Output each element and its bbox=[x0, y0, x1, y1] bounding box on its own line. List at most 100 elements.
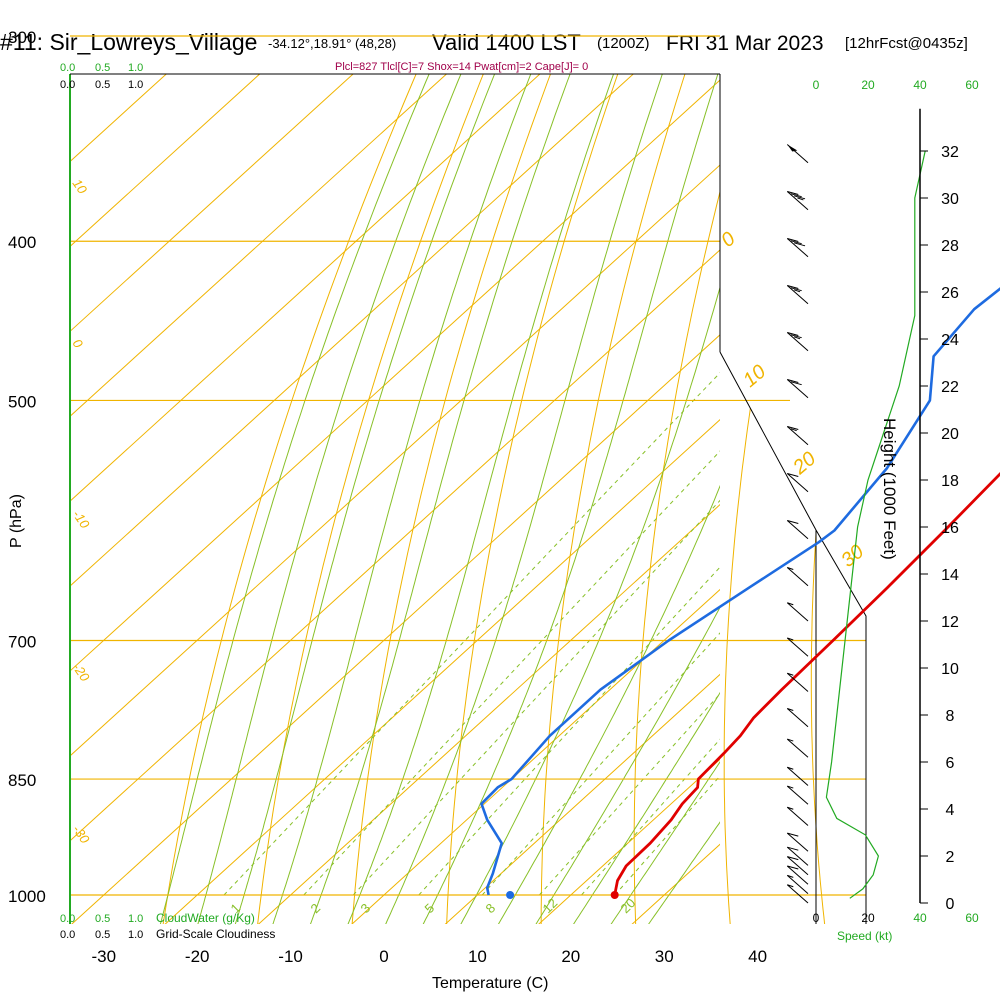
wind-barb-staff bbox=[786, 832, 809, 852]
cloudwater-bottom-0: 0.0 bbox=[60, 913, 75, 925]
cloudiness-bottom-0: 0.0 bbox=[60, 929, 75, 941]
isotherm-label: 0 bbox=[70, 336, 87, 351]
wind-barb bbox=[786, 285, 809, 305]
wind-barb-flag bbox=[790, 334, 802, 339]
temperature-tick-label: -10 bbox=[278, 947, 303, 966]
wind-barb-half-flag bbox=[787, 738, 794, 742]
wind-barb-staff bbox=[786, 806, 809, 826]
zulu-time: (1200Z) bbox=[597, 35, 650, 52]
wind-barb bbox=[786, 672, 809, 692]
mixing-ratio-label: 2 bbox=[308, 900, 324, 916]
wind-barb-staff bbox=[786, 856, 809, 876]
wind-barb bbox=[786, 832, 809, 852]
height-tick-label: 12 bbox=[941, 614, 959, 631]
wind-barb-flag bbox=[787, 238, 799, 243]
height-tick-label: 16 bbox=[941, 520, 959, 537]
pressure-tick-label: 400 bbox=[8, 233, 36, 252]
moist-adiabat-line bbox=[159, 74, 430, 924]
temperature-tick-label: -30 bbox=[92, 947, 117, 966]
dewpoint-line bbox=[480, 287, 1000, 896]
wind-barb bbox=[786, 708, 809, 728]
mixing-ratio-line bbox=[539, 693, 720, 896]
wind-barb-flag bbox=[787, 846, 799, 851]
height-tick-label: 32 bbox=[941, 144, 959, 161]
cloudwater-top-0: 0.0 bbox=[60, 62, 75, 74]
pressure-tick-label: 700 bbox=[8, 633, 36, 652]
wind-barb-staff bbox=[786, 846, 809, 866]
wind-barb bbox=[786, 738, 809, 758]
wind-barb-staff bbox=[786, 238, 809, 258]
moist-adiabat-line bbox=[497, 484, 720, 924]
wind-barb bbox=[786, 602, 809, 622]
temperature-tick-label: 0 bbox=[379, 947, 388, 966]
height-axis-title: Height (1000 Feet) bbox=[880, 418, 899, 560]
height-tick-label: 18 bbox=[941, 473, 959, 490]
isotherm-line bbox=[444, 673, 720, 924]
wind-barb-flag bbox=[787, 865, 799, 870]
wind-barb-flag bbox=[790, 287, 802, 292]
y-axis-title: P (hPa) bbox=[8, 494, 25, 548]
sounding-indices: Plcl=827 Tlcl[C]=7 Shox=14 Pwat[cm]=2 Ca… bbox=[335, 61, 588, 73]
isotherm-line bbox=[538, 758, 720, 924]
dry-adiabat-line bbox=[633, 74, 817, 924]
isotherm-line bbox=[70, 74, 541, 502]
speed-axis-top: 0 20 40 60 bbox=[813, 78, 979, 92]
mixing-ratio-line bbox=[418, 566, 720, 896]
x-axis-title: Temperature (C) bbox=[432, 975, 548, 992]
wind-barb-half-flag bbox=[787, 602, 794, 606]
height-panel-outline bbox=[719, 351, 867, 924]
isotherm-line bbox=[70, 164, 720, 757]
forecast-info: [12hrFcst@0435z] bbox=[845, 35, 968, 52]
cloudiness-bottom-1: 0.5 bbox=[95, 929, 110, 941]
height-tick-label: 8 bbox=[946, 708, 955, 725]
isotherm-line bbox=[71, 334, 720, 924]
pressure-axis-ticks: 2503004005007008501000 bbox=[8, 28, 46, 906]
surface-dewpoint-marker bbox=[506, 891, 515, 899]
wind-barb-flag bbox=[787, 426, 799, 431]
wind-barb bbox=[786, 238, 809, 258]
cloudwater-top-2: 1.0 bbox=[128, 62, 143, 74]
height-tick-label: 10 bbox=[941, 661, 959, 678]
wind-barb bbox=[786, 856, 809, 876]
isotherm-line bbox=[70, 74, 635, 587]
wind-barb-staff bbox=[786, 865, 809, 885]
mixing-ratio-line bbox=[581, 738, 720, 896]
wind-barb-flag bbox=[787, 832, 799, 837]
wind-barb-half-flag bbox=[787, 708, 794, 712]
moist-adiabat-line bbox=[272, 74, 532, 924]
cloudwater-bottom-2: 1.0 bbox=[128, 913, 143, 925]
isotherm-line bbox=[351, 588, 720, 924]
wind-barb-staff bbox=[786, 567, 809, 587]
wind-barb-staff bbox=[786, 738, 809, 758]
isotherm-lines bbox=[70, 74, 720, 924]
cloudiness-top-1: 0.5 bbox=[95, 79, 110, 91]
cloudiness-top-2: 1.0 bbox=[128, 79, 143, 91]
wind-barb bbox=[786, 567, 809, 587]
wind-barb-staff bbox=[786, 766, 809, 786]
speed-tick-label-top: 60 bbox=[965, 78, 979, 92]
wind-barb bbox=[786, 191, 809, 211]
isotherm-line bbox=[70, 79, 720, 672]
wind-barb-staff bbox=[786, 285, 809, 305]
cloudwater-label: CloudWater (g/Kg) bbox=[156, 911, 255, 925]
wind-barb-half-flag bbox=[797, 197, 804, 201]
speed-tick-label-top: 0 bbox=[813, 78, 820, 92]
temperature-axis-ticks: -30 -20 -10 0 10 20 30 40 bbox=[92, 947, 768, 966]
height-tick-label: 22 bbox=[941, 379, 959, 396]
wind-barb-flag bbox=[787, 520, 799, 525]
pressure-tick-label: 300 bbox=[8, 28, 36, 47]
speed-tick-label-top: 20 bbox=[861, 78, 875, 92]
wind-barb bbox=[786, 144, 809, 164]
wind-barb bbox=[786, 785, 809, 805]
speed-tick-label-bottom: 60 bbox=[965, 911, 979, 925]
surface-temperature-marker bbox=[610, 891, 619, 899]
wind-barb bbox=[786, 846, 809, 866]
wind-barb-half-flag bbox=[790, 428, 797, 432]
temperature-tick-label: 10 bbox=[468, 947, 487, 966]
wind-barb-flag bbox=[787, 856, 799, 861]
wind-barb bbox=[786, 426, 809, 446]
isotherm-line bbox=[70, 74, 354, 333]
height-tick-label: 4 bbox=[946, 802, 955, 819]
cloud-scale-top: 0.0 0.5 1.0 0.0 0.5 1.0 bbox=[60, 62, 143, 91]
